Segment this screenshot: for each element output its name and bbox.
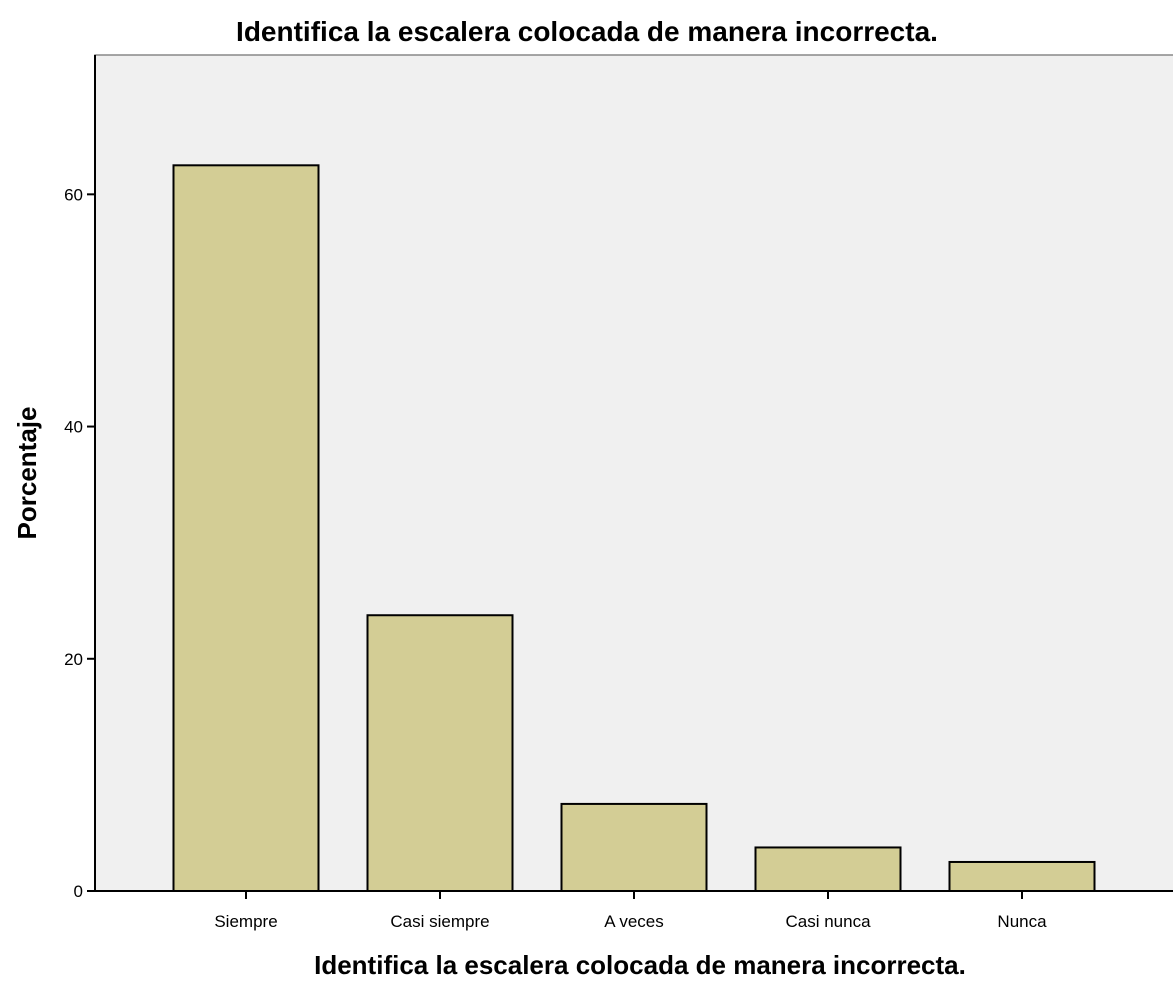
y-axis-title: Porcentaje	[12, 407, 42, 540]
x-axis: Siempre Casi siempre A veces Casi nunca Nunc…	[95, 890, 1173, 931]
bar-casi-siempre	[366, 614, 514, 892]
x-tick-label: A veces	[604, 912, 664, 931]
chart-title: Identifica la escalera colocada de maner…	[236, 16, 938, 47]
bar-a-veces	[560, 802, 708, 893]
y-tick-label: 40	[64, 418, 83, 437]
y-tick-label: 0	[74, 882, 83, 901]
y-tick-label: 20	[64, 650, 83, 669]
y-tick-label: 60	[64, 185, 83, 204]
bar-casi-nunca	[754, 846, 902, 892]
y-axis: 0 20 40 60	[64, 55, 96, 901]
bar-nunca	[948, 860, 1096, 893]
x-tick-label: Nunca	[997, 912, 1047, 931]
x-axis-title: Identifica la escalera colocada de maner…	[314, 950, 966, 980]
x-tick-label: Casi nunca	[785, 912, 871, 931]
x-tick-label: Casi siempre	[390, 912, 489, 931]
bar-siempre	[172, 164, 320, 893]
x-tick-label: Siempre	[214, 912, 277, 931]
